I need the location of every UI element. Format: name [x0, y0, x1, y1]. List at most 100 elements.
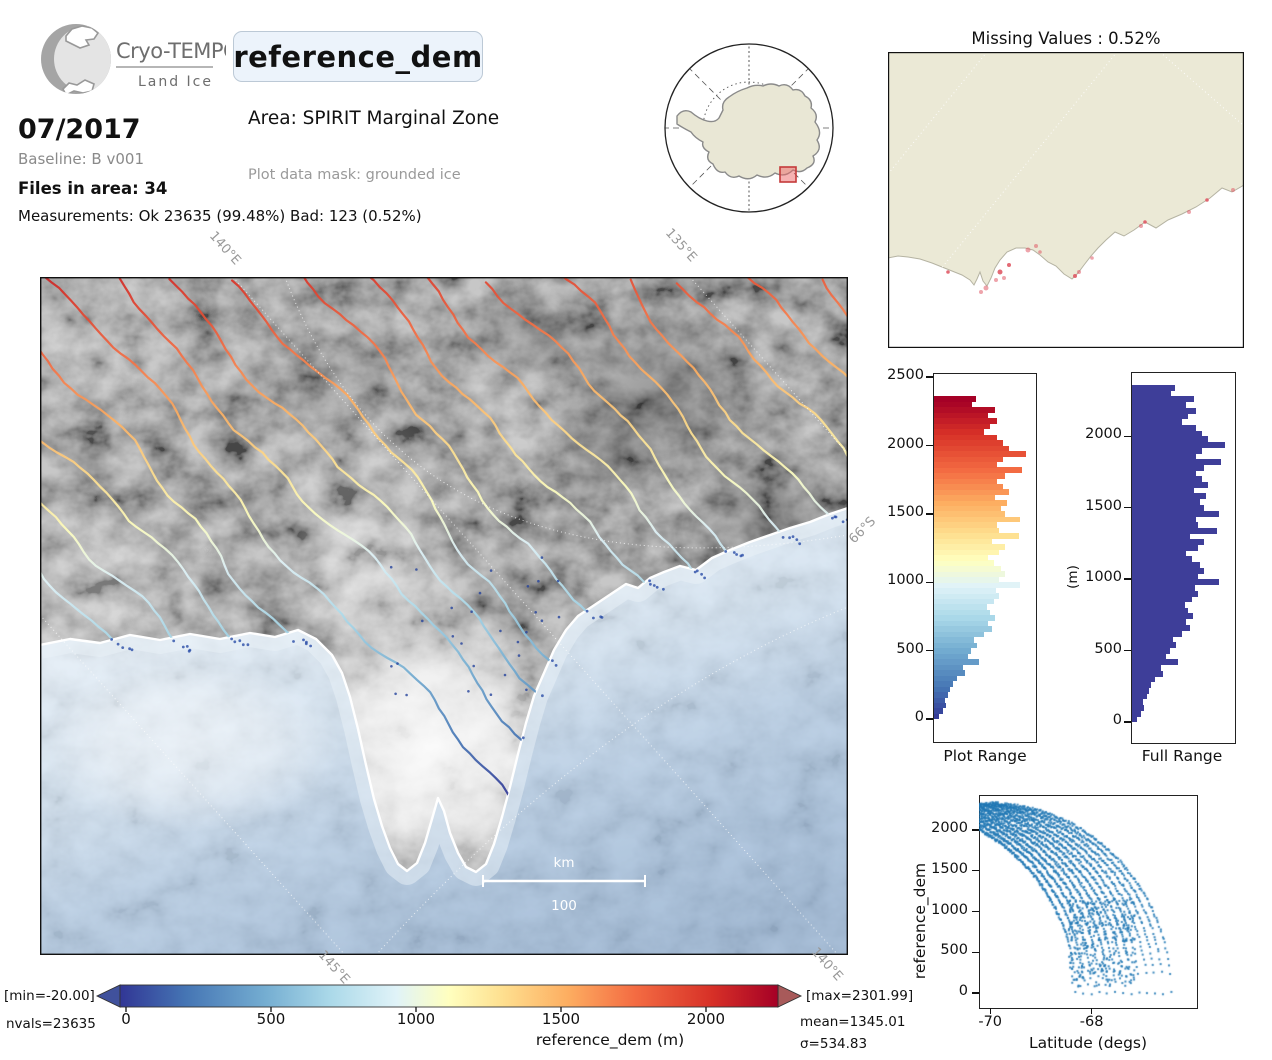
hist-bar: [934, 565, 1002, 572]
graticule-label: 140°E: [205, 228, 244, 269]
hist-bar: [1132, 539, 1204, 546]
axis-tick-label: 1000: [1085, 569, 1122, 586]
inset-graticule-line: [687, 66, 811, 190]
hist-bar: [934, 396, 977, 403]
colorbar-nvals-label: nvals=23635: [6, 1016, 96, 1032]
hist-bar: [1132, 407, 1196, 414]
axis-tick-label: -70: [978, 1014, 1003, 1030]
elevation-track: [40, 435, 230, 638]
axis-tick: [972, 910, 979, 913]
axis-tick-label: 2000: [1085, 426, 1122, 443]
hist-bar: [1132, 670, 1163, 677]
colorbar-tick-label: 2000: [686, 1010, 726, 1028]
hist-bar: [1132, 516, 1196, 523]
hist-bar: [1132, 642, 1176, 648]
axis-tick-label: 1000: [887, 572, 924, 589]
hist-bar: [934, 500, 1007, 506]
missing-value-marker: [1187, 210, 1191, 214]
hist-bar: [1132, 607, 1189, 614]
missing-values-title: Missing Values : 0.52%: [971, 29, 1161, 48]
axis-tick: [989, 1008, 991, 1014]
hist-bar: [934, 680, 954, 687]
hist-bar: [1132, 527, 1218, 534]
axis-tick: [926, 444, 933, 447]
coastline: [39, 506, 849, 874]
hist-bar: [934, 472, 1005, 479]
hist-bar: [1132, 493, 1206, 500]
scalebar-value: 100: [551, 898, 577, 914]
hist-bar: [1132, 716, 1137, 723]
hist-bar: [934, 604, 987, 610]
axis-tick-label: 2000: [887, 435, 924, 452]
axis-tick-label: 1000: [931, 901, 968, 918]
missing-value-marker: [1205, 198, 1209, 202]
axis-tick: [1124, 507, 1131, 509]
hist-bar: [1132, 562, 1200, 568]
hist-bar: [934, 516, 1021, 523]
elevation-track: [484, 281, 727, 552]
colorbar-under-arrow: [95, 984, 121, 1008]
colorbar-axis-label: reference_dem (m): [535, 1031, 685, 1049]
missing-map-landmass: [887, 51, 1245, 287]
hist-bar: [1132, 499, 1200, 506]
inset-border: [664, 43, 834, 213]
hist-bar: [934, 642, 978, 649]
colorbar-tick-label: 500: [256, 1010, 286, 1028]
colorbar-gradient: [95, 984, 803, 1012]
axis-tick-label: 1500: [887, 503, 924, 520]
plot-mask-label: Plot data mask: grounded ice: [248, 167, 461, 183]
hist-bar: [1132, 613, 1194, 620]
axis-tick: [972, 992, 979, 994]
hist-bar: [934, 533, 1019, 539]
files-in-area-label: Files in area: 34: [18, 179, 168, 198]
hist-bar: [934, 505, 1002, 512]
hist-bar: [1132, 710, 1141, 717]
hist-bar: [934, 401, 973, 408]
axis-tick: [1124, 435, 1131, 437]
axis-tick-label: 500: [896, 640, 924, 657]
missing-values-map-svg: [887, 51, 1245, 348]
axis-tick-label: 0: [958, 983, 968, 1000]
hist-bar: [934, 582, 1021, 589]
axis-tick: [972, 951, 979, 954]
axis-tick: [1124, 649, 1131, 652]
hist-bar: [1132, 647, 1170, 654]
hist-bar: [934, 440, 1004, 446]
hist-bar: [1132, 596, 1193, 603]
antarctica-inset-map: [664, 43, 834, 213]
date-label: 07/2017: [18, 114, 141, 145]
axis-tick: [972, 870, 979, 872]
hist-bar: [1132, 442, 1226, 448]
axis-tick: [1124, 578, 1131, 580]
hist-bar: [934, 407, 996, 413]
hist-bar: [1132, 384, 1175, 391]
hist-bar: [1132, 567, 1204, 574]
plot-range-title: Plot Range: [943, 747, 1027, 765]
missing-value-marker: [1231, 188, 1235, 192]
missing-value-marker: [1090, 256, 1094, 260]
colorbar: [95, 983, 813, 1013]
hist-bar: [1132, 550, 1187, 557]
hist-bar: [1132, 482, 1208, 488]
hist-bar: [1132, 659, 1178, 666]
hist-bar: [1132, 653, 1166, 660]
scalebar-unit: km: [554, 855, 575, 871]
hist-bar: [934, 522, 998, 528]
full-range-title: Full Range: [1141, 747, 1223, 765]
hist-bar: [1132, 413, 1189, 420]
missing-value-marker: [979, 290, 983, 294]
colorbar-sigma-label: σ=534.83: [800, 1036, 868, 1052]
hist-bar: [1132, 704, 1144, 711]
hist-bar: [1132, 419, 1183, 426]
hist-bar: [1132, 573, 1198, 580]
elevation-track: [40, 339, 294, 639]
plot-range-axes: [933, 373, 1037, 743]
hist-bar: [934, 538, 992, 545]
axis-tick-label: 1500: [931, 860, 968, 877]
hist-bar: [1132, 590, 1198, 597]
colorbar-tick-label: 0: [121, 1010, 131, 1028]
hist-bar: [1132, 693, 1147, 700]
hist-bar: [1132, 459, 1222, 466]
hist-bar: [1132, 447, 1202, 454]
hist-bar: [934, 697, 945, 703]
